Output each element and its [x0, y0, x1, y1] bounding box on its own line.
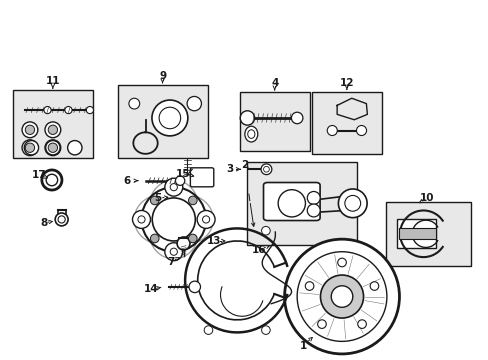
- Ellipse shape: [46, 174, 58, 186]
- Ellipse shape: [45, 140, 61, 156]
- Ellipse shape: [164, 178, 183, 196]
- Ellipse shape: [150, 196, 159, 205]
- Ellipse shape: [129, 98, 140, 109]
- FancyBboxPatch shape: [263, 183, 320, 221]
- Ellipse shape: [138, 216, 145, 223]
- Ellipse shape: [132, 211, 150, 228]
- Text: 6: 6: [123, 176, 131, 186]
- Ellipse shape: [42, 170, 62, 190]
- Bar: [239, 92, 310, 151]
- Ellipse shape: [22, 140, 38, 156]
- Ellipse shape: [48, 125, 58, 134]
- Ellipse shape: [320, 275, 363, 318]
- Ellipse shape: [67, 140, 82, 155]
- Text: 10: 10: [419, 193, 434, 203]
- Ellipse shape: [86, 107, 93, 114]
- Ellipse shape: [152, 100, 187, 136]
- Text: 11: 11: [45, 76, 60, 86]
- Text: 7: 7: [167, 257, 175, 267]
- Ellipse shape: [45, 122, 61, 138]
- Ellipse shape: [177, 237, 190, 250]
- Text: 17: 17: [31, 170, 46, 180]
- Ellipse shape: [65, 107, 72, 114]
- Text: 15: 15: [176, 168, 190, 179]
- Text: 5: 5: [154, 193, 161, 203]
- Ellipse shape: [305, 282, 313, 290]
- Ellipse shape: [326, 126, 337, 135]
- Ellipse shape: [188, 234, 197, 243]
- Ellipse shape: [338, 189, 366, 218]
- FancyBboxPatch shape: [190, 168, 213, 187]
- Ellipse shape: [261, 226, 270, 235]
- Text: 8: 8: [40, 218, 47, 228]
- Text: 3: 3: [226, 164, 233, 174]
- Ellipse shape: [25, 143, 35, 152]
- Ellipse shape: [306, 192, 320, 204]
- Ellipse shape: [170, 184, 177, 191]
- Ellipse shape: [244, 126, 257, 142]
- Ellipse shape: [278, 190, 305, 217]
- Ellipse shape: [22, 122, 38, 138]
- Ellipse shape: [240, 111, 254, 125]
- Text: 4: 4: [270, 78, 278, 88]
- Bar: [311, 92, 382, 154]
- Ellipse shape: [152, 198, 195, 241]
- Ellipse shape: [337, 258, 346, 267]
- Ellipse shape: [344, 195, 360, 211]
- Ellipse shape: [48, 143, 58, 152]
- Ellipse shape: [45, 140, 60, 155]
- Ellipse shape: [25, 125, 35, 134]
- Text: 12: 12: [339, 78, 353, 88]
- Bar: [396, 220, 435, 248]
- Ellipse shape: [175, 176, 184, 185]
- Ellipse shape: [141, 187, 205, 252]
- Text: 1: 1: [299, 341, 306, 351]
- Ellipse shape: [24, 140, 39, 155]
- Ellipse shape: [317, 320, 325, 328]
- Text: 14: 14: [143, 284, 158, 294]
- Ellipse shape: [44, 107, 51, 114]
- Ellipse shape: [188, 196, 197, 205]
- Bar: [13, 90, 93, 158]
- Ellipse shape: [261, 326, 270, 334]
- Text: 16: 16: [251, 245, 266, 255]
- Ellipse shape: [263, 166, 269, 172]
- Text: 9: 9: [159, 71, 166, 81]
- Bar: [398, 228, 435, 239]
- Ellipse shape: [164, 243, 183, 261]
- Ellipse shape: [202, 216, 209, 223]
- Ellipse shape: [330, 286, 352, 307]
- Ellipse shape: [197, 211, 215, 228]
- Ellipse shape: [150, 234, 159, 243]
- Ellipse shape: [261, 164, 271, 175]
- Ellipse shape: [357, 320, 366, 328]
- Ellipse shape: [58, 216, 65, 223]
- Text: 2: 2: [241, 159, 247, 170]
- Ellipse shape: [189, 281, 200, 293]
- Ellipse shape: [159, 107, 180, 129]
- Ellipse shape: [187, 96, 201, 111]
- Ellipse shape: [291, 112, 302, 124]
- Ellipse shape: [369, 282, 378, 290]
- Ellipse shape: [284, 239, 399, 354]
- Ellipse shape: [297, 252, 386, 341]
- Ellipse shape: [170, 248, 177, 255]
- Bar: [246, 162, 356, 244]
- Bar: [385, 202, 470, 266]
- Ellipse shape: [356, 126, 366, 135]
- Ellipse shape: [55, 213, 68, 226]
- Ellipse shape: [306, 204, 320, 217]
- Ellipse shape: [247, 130, 254, 138]
- Ellipse shape: [204, 326, 212, 334]
- Text: 13: 13: [206, 236, 221, 246]
- Bar: [118, 85, 207, 158]
